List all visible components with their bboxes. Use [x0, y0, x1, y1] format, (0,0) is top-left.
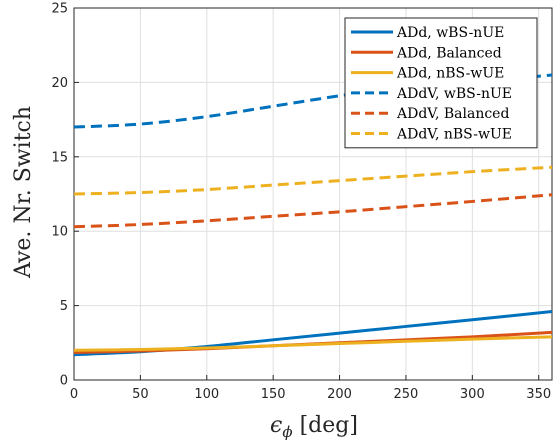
- legend-entry-label: ADd, Balanced: [396, 45, 502, 61]
- y-axis-label: Ave. Nr. Switch: [11, 106, 36, 279]
- legend: ADd, wBS-nUE ADd, Balanced ADd, nBS-wUE ADd…: [344, 17, 538, 149]
- x-tick-label: 150: [261, 387, 286, 402]
- series-line-addv-balanced: [73, 193, 553, 229]
- y-tick-label: 5: [60, 299, 68, 314]
- y-tick-label: 25: [51, 2, 68, 17]
- x-tick-label: 350: [526, 387, 551, 402]
- legend-entry-label: ADdV, wBS-nUE: [396, 86, 512, 102]
- y-tick-label: 10: [51, 225, 68, 240]
- legend-box: [344, 17, 538, 149]
- x-axis-label-unit: [deg]: [300, 413, 358, 438]
- y-tick-label: 0: [60, 374, 68, 389]
- y-tick-label: 20: [51, 76, 68, 91]
- legend-entry-label: ADd, wBS-nUE: [396, 25, 504, 41]
- legend-entry-label: ADd, nBS-wUE: [396, 66, 504, 82]
- series-line-addv-nbs-wue: [73, 165, 553, 196]
- x-tick-label: 300: [460, 387, 485, 402]
- y-tick-label: 15: [51, 150, 68, 165]
- x-tick-label: 100: [194, 387, 219, 402]
- series-line-add-nbs-wue: [73, 335, 553, 352]
- legend-entry-label: ADdV, nBS-wUE: [396, 127, 512, 143]
- x-tick-label: 200: [327, 387, 352, 402]
- axis-ticks: 0 50 100 150 200 250 300 350 0 5 10 15 20 25: [51, 2, 551, 403]
- x-axis-label: ϵϕ [deg]: [270, 413, 358, 440]
- x-tick-label: 0: [70, 387, 78, 402]
- legend-entry-label: ADdV, Balanced: [396, 106, 509, 122]
- x-tick-label: 50: [132, 387, 149, 402]
- x-axis-label-subscript: ϕ: [282, 423, 292, 440]
- x-tick-label: 250: [394, 387, 419, 402]
- series-lines: [73, 73, 553, 357]
- x-axis-label-symbol: ϵ: [270, 413, 282, 438]
